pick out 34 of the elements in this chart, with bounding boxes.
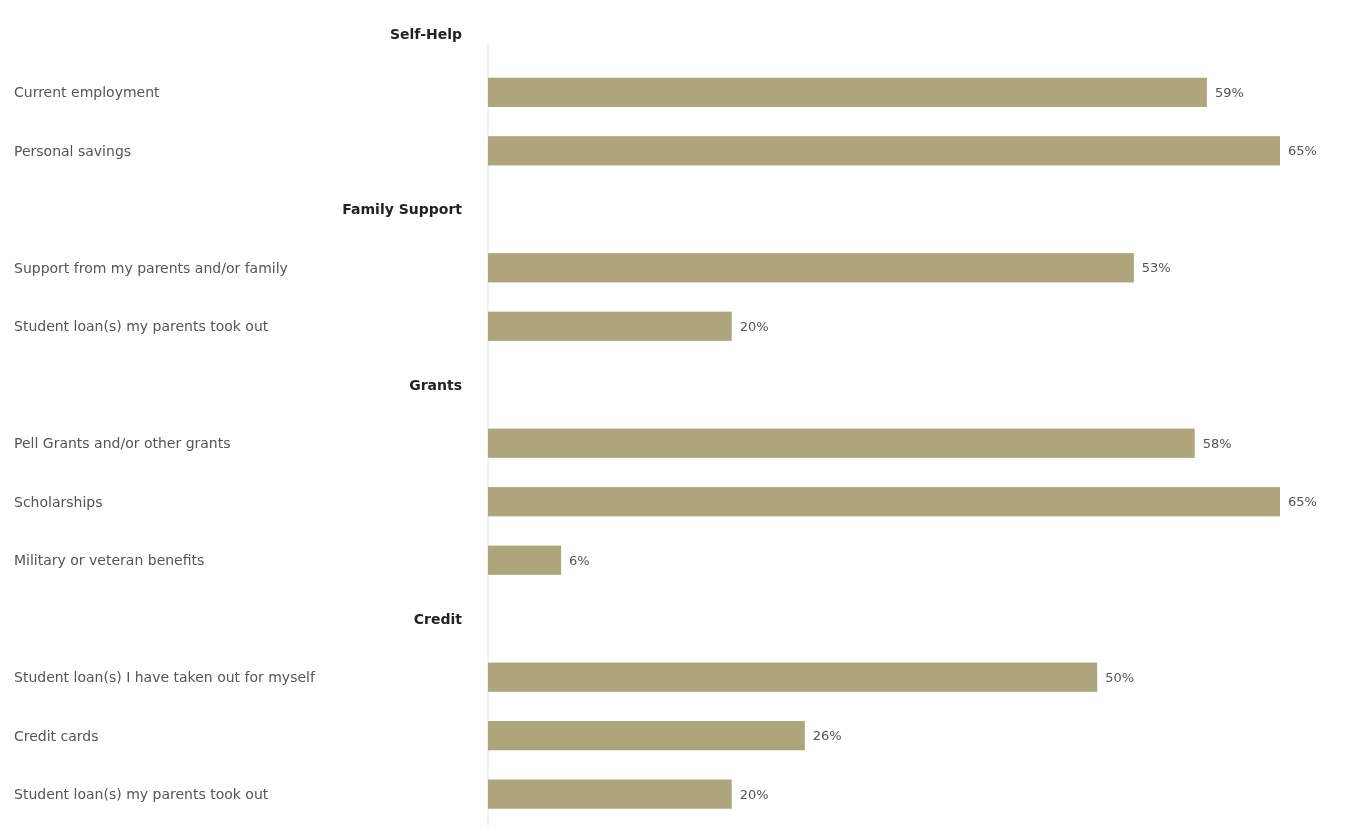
text: Credit — [413, 610, 463, 627]
y-tick-label: Scholarships — [14, 493, 103, 510]
data-label: 65% — [1288, 494, 1317, 510]
y-tick-label: Pell Grants and/or other grants — [14, 435, 231, 452]
text: Self-Help — [389, 25, 462, 42]
data-label: 26% — [812, 728, 842, 744]
y-tick-label: Personal savings — [14, 142, 132, 159]
y-tick-label: Military or veteran benefits — [14, 552, 205, 569]
bar — [488, 779, 732, 809]
data-label: 20% — [739, 318, 769, 334]
bar — [488, 136, 1280, 166]
data-label: 20% — [739, 786, 769, 802]
bar — [488, 253, 1134, 283]
data-label: 59% — [1214, 84, 1244, 100]
data-label: 6% — [569, 552, 590, 568]
y-tick-label: Support from my parents and/or family — [14, 259, 288, 276]
bar — [488, 721, 805, 751]
bar — [488, 77, 1207, 107]
y-tick-label: Student loan(s) my parents took out — [14, 318, 269, 335]
y-tick-label: Student loan(s) my parents took out — [14, 786, 269, 803]
data-label: 58% — [1202, 435, 1232, 451]
bar — [488, 428, 1195, 458]
y-tick-label: Current employment — [14, 84, 161, 101]
data-label: 53% — [1141, 260, 1171, 276]
text: Grants — [409, 376, 462, 393]
data-label: 65% — [1288, 143, 1317, 159]
bar — [488, 545, 562, 575]
y-tick-label: Student loan(s) I have taken out for myself — [14, 669, 316, 686]
bar — [488, 662, 1098, 692]
y-tick-label: Credit cards — [14, 727, 99, 744]
data-label: 50% — [1105, 669, 1135, 685]
bar — [488, 487, 1280, 517]
bar — [488, 311, 732, 341]
text: Family Support — [342, 201, 463, 218]
